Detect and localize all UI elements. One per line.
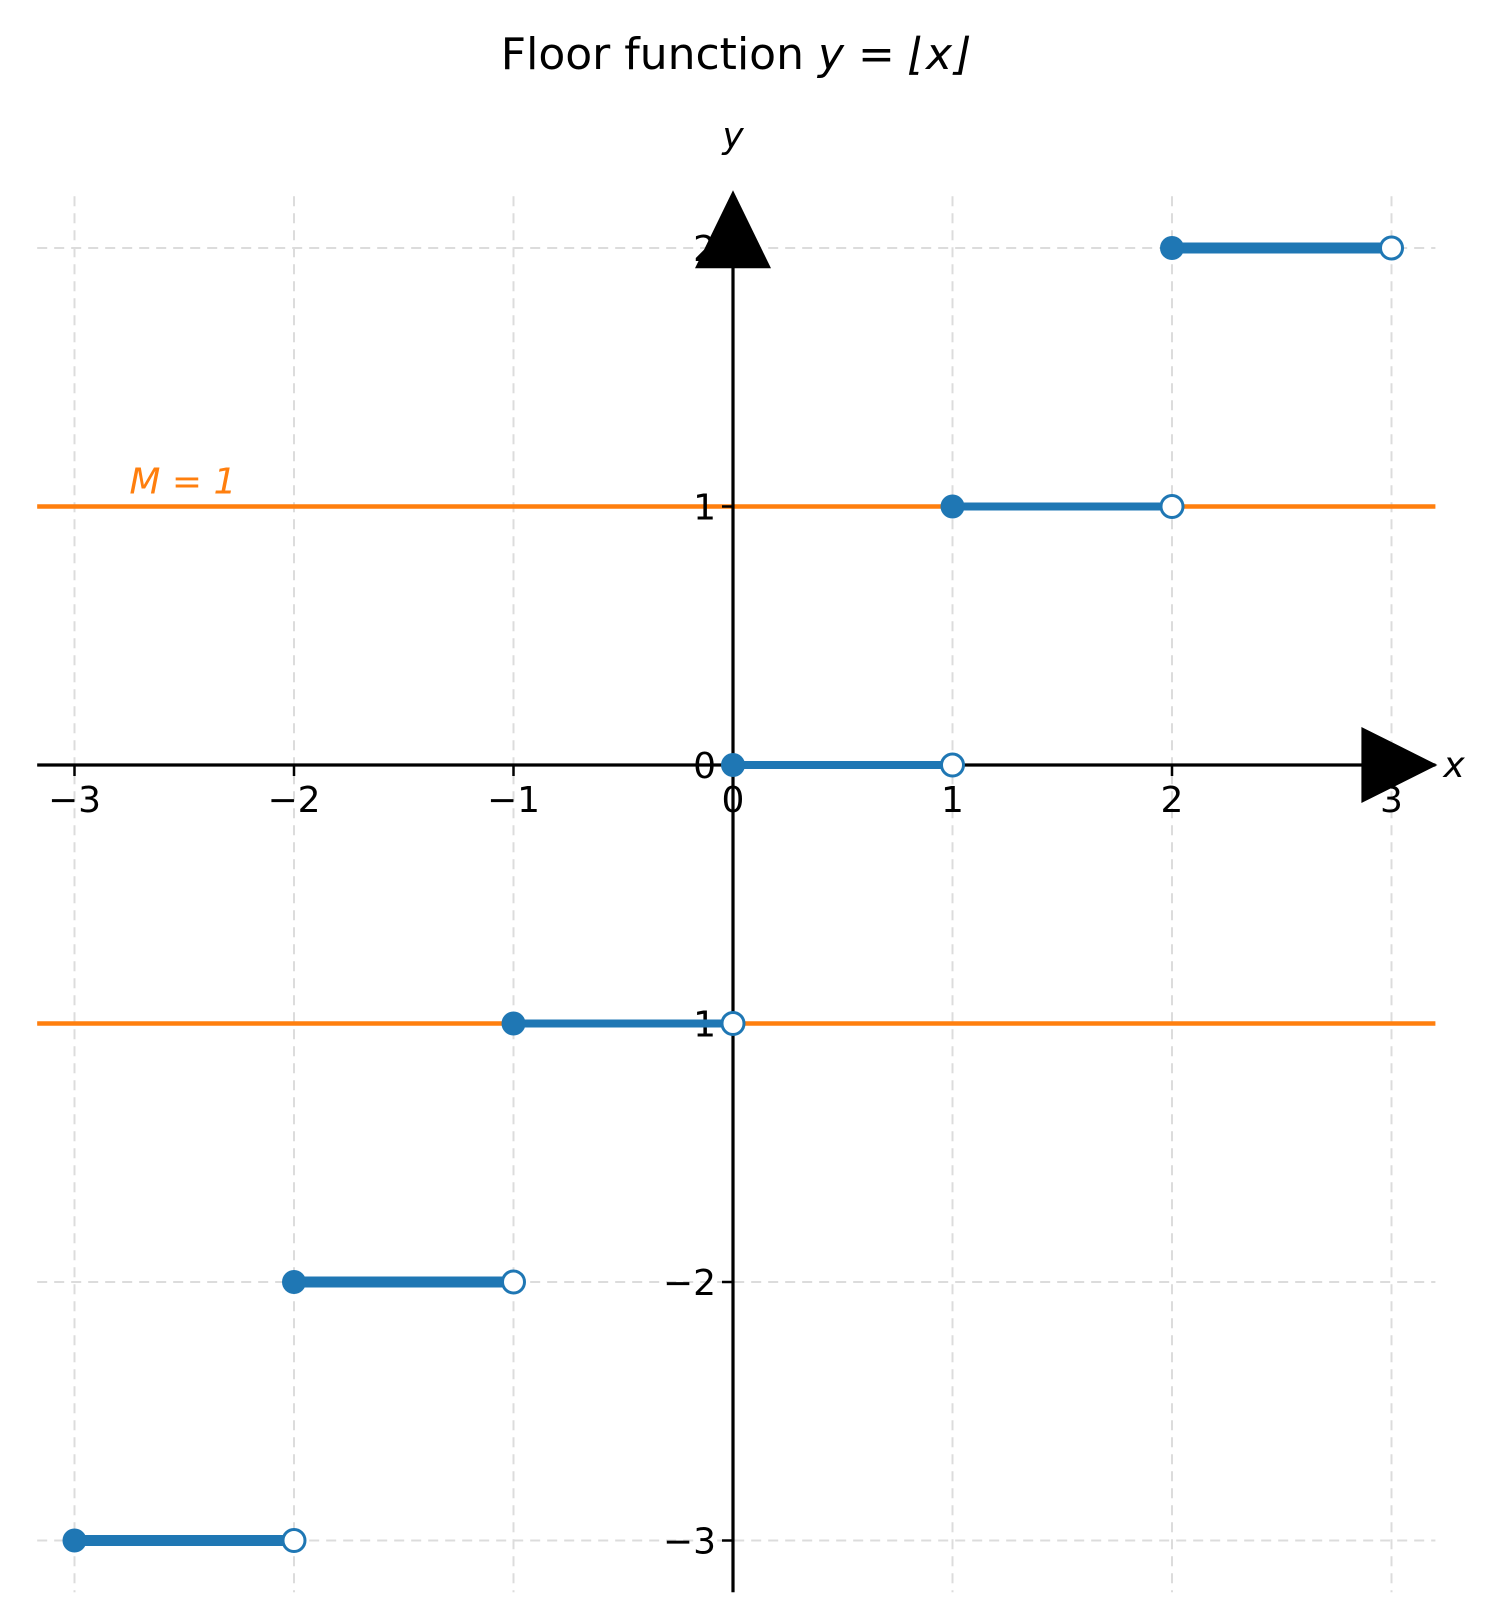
closed-endpoint — [282, 1270, 306, 1294]
x-tick-label: −1 — [487, 780, 540, 821]
y-tick-label: −2 — [663, 1263, 716, 1304]
y-axis-arrow — [695, 190, 771, 269]
y-axis-label: y — [721, 115, 744, 156]
chart-title-math: y = ⌊x⌋ — [816, 29, 970, 80]
open-endpoint — [501, 1269, 526, 1295]
closed-endpoint — [1160, 236, 1184, 260]
x-tick-label: −3 — [48, 780, 101, 821]
x-tick-label: 2 — [1161, 780, 1184, 821]
closed-endpoint — [501, 1011, 526, 1036]
x-tick-label: 3 — [1380, 780, 1403, 821]
open-endpoint — [720, 1011, 746, 1036]
axes: xy — [37, 115, 1465, 1593]
annotations: M = 1 — [129, 462, 236, 503]
y-tick-label: 0 — [693, 746, 716, 787]
x-tick-label: 0 — [722, 780, 745, 821]
x-axis-label: x — [1442, 745, 1465, 786]
x-tick-label: 1 — [941, 780, 964, 821]
x-tick-label: −2 — [267, 780, 320, 821]
closed-endpoint — [721, 753, 745, 777]
open-endpoint — [1379, 235, 1404, 261]
open-endpoint — [281, 1528, 307, 1553]
open-endpoint — [940, 752, 965, 778]
y-tick-label: −3 — [663, 1522, 716, 1563]
open-endpoint — [1159, 494, 1185, 519]
closed-endpoint — [62, 1528, 87, 1553]
series-floor — [62, 235, 1404, 1553]
grid — [37, 196, 1436, 1593]
x-axis-arrow — [1361, 727, 1438, 803]
y-tick-label: 1 — [693, 488, 716, 529]
closed-endpoint — [940, 494, 965, 519]
y-tick-label: 2 — [693, 229, 716, 270]
chart-title-prefix: Floor function — [501, 29, 818, 80]
chart-title: Floor function y = ⌊x⌋ — [501, 29, 970, 80]
annotation-label: M = 1 — [129, 462, 236, 503]
